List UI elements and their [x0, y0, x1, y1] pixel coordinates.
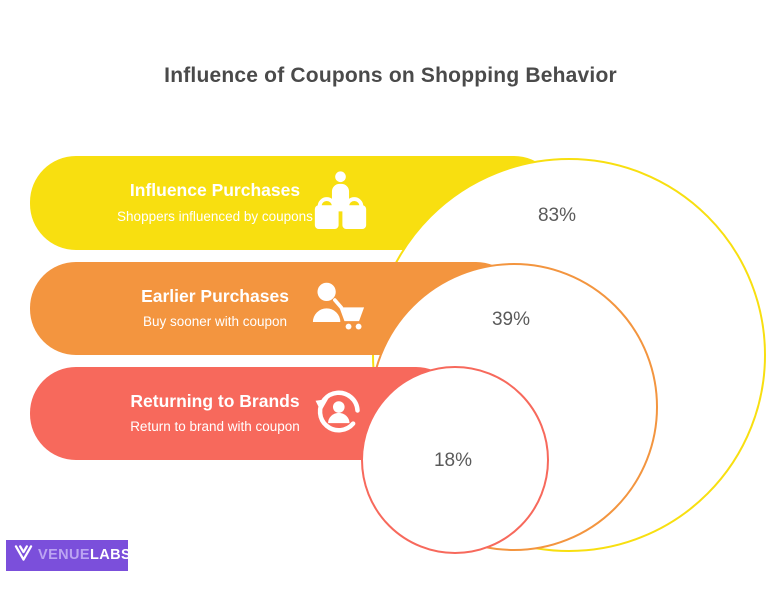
percent-label-returning-to-brands: 18%: [433, 450, 473, 471]
pill-text-block: Earlier Purchases Buy sooner with coupon: [75, 262, 355, 355]
logo-text-secondary: LABS: [89, 547, 132, 564]
pill-label: Influence Purchases: [129, 180, 301, 201]
logo-text-primary: VENUE: [38, 547, 90, 564]
pill-description: Shoppers influenced by coupons: [117, 208, 313, 224]
pill-label: Returning to Brands: [130, 390, 300, 411]
pill-text-block: Returning to Brands Return to brand with…: [75, 367, 355, 460]
shopper-with-cart-icon: [312, 279, 365, 339]
page-title: Influence of Coupons on Shopping Behavio…: [164, 64, 617, 88]
venuelabs-logo: VENUELABS: [6, 540, 131, 571]
pill-text-block: Influence Purchases Shoppers influenced …: [75, 156, 355, 250]
pill-description: Buy sooner with coupon: [142, 314, 288, 330]
percent-label-influence-purchases: 83%: [537, 205, 577, 226]
shopper-with-bags-icon: [312, 170, 369, 237]
logo-text: VENUELABS: [38, 548, 131, 563]
pill-description: Return to brand with coupon: [130, 419, 300, 435]
value-circle-18: [361, 366, 549, 554]
double-v-monogram-icon: [14, 545, 33, 566]
pill-label: Earlier Purchases: [141, 285, 289, 306]
returning-customer-icon: [312, 386, 362, 441]
percent-label-earlier-purchases: 39%: [491, 309, 531, 330]
